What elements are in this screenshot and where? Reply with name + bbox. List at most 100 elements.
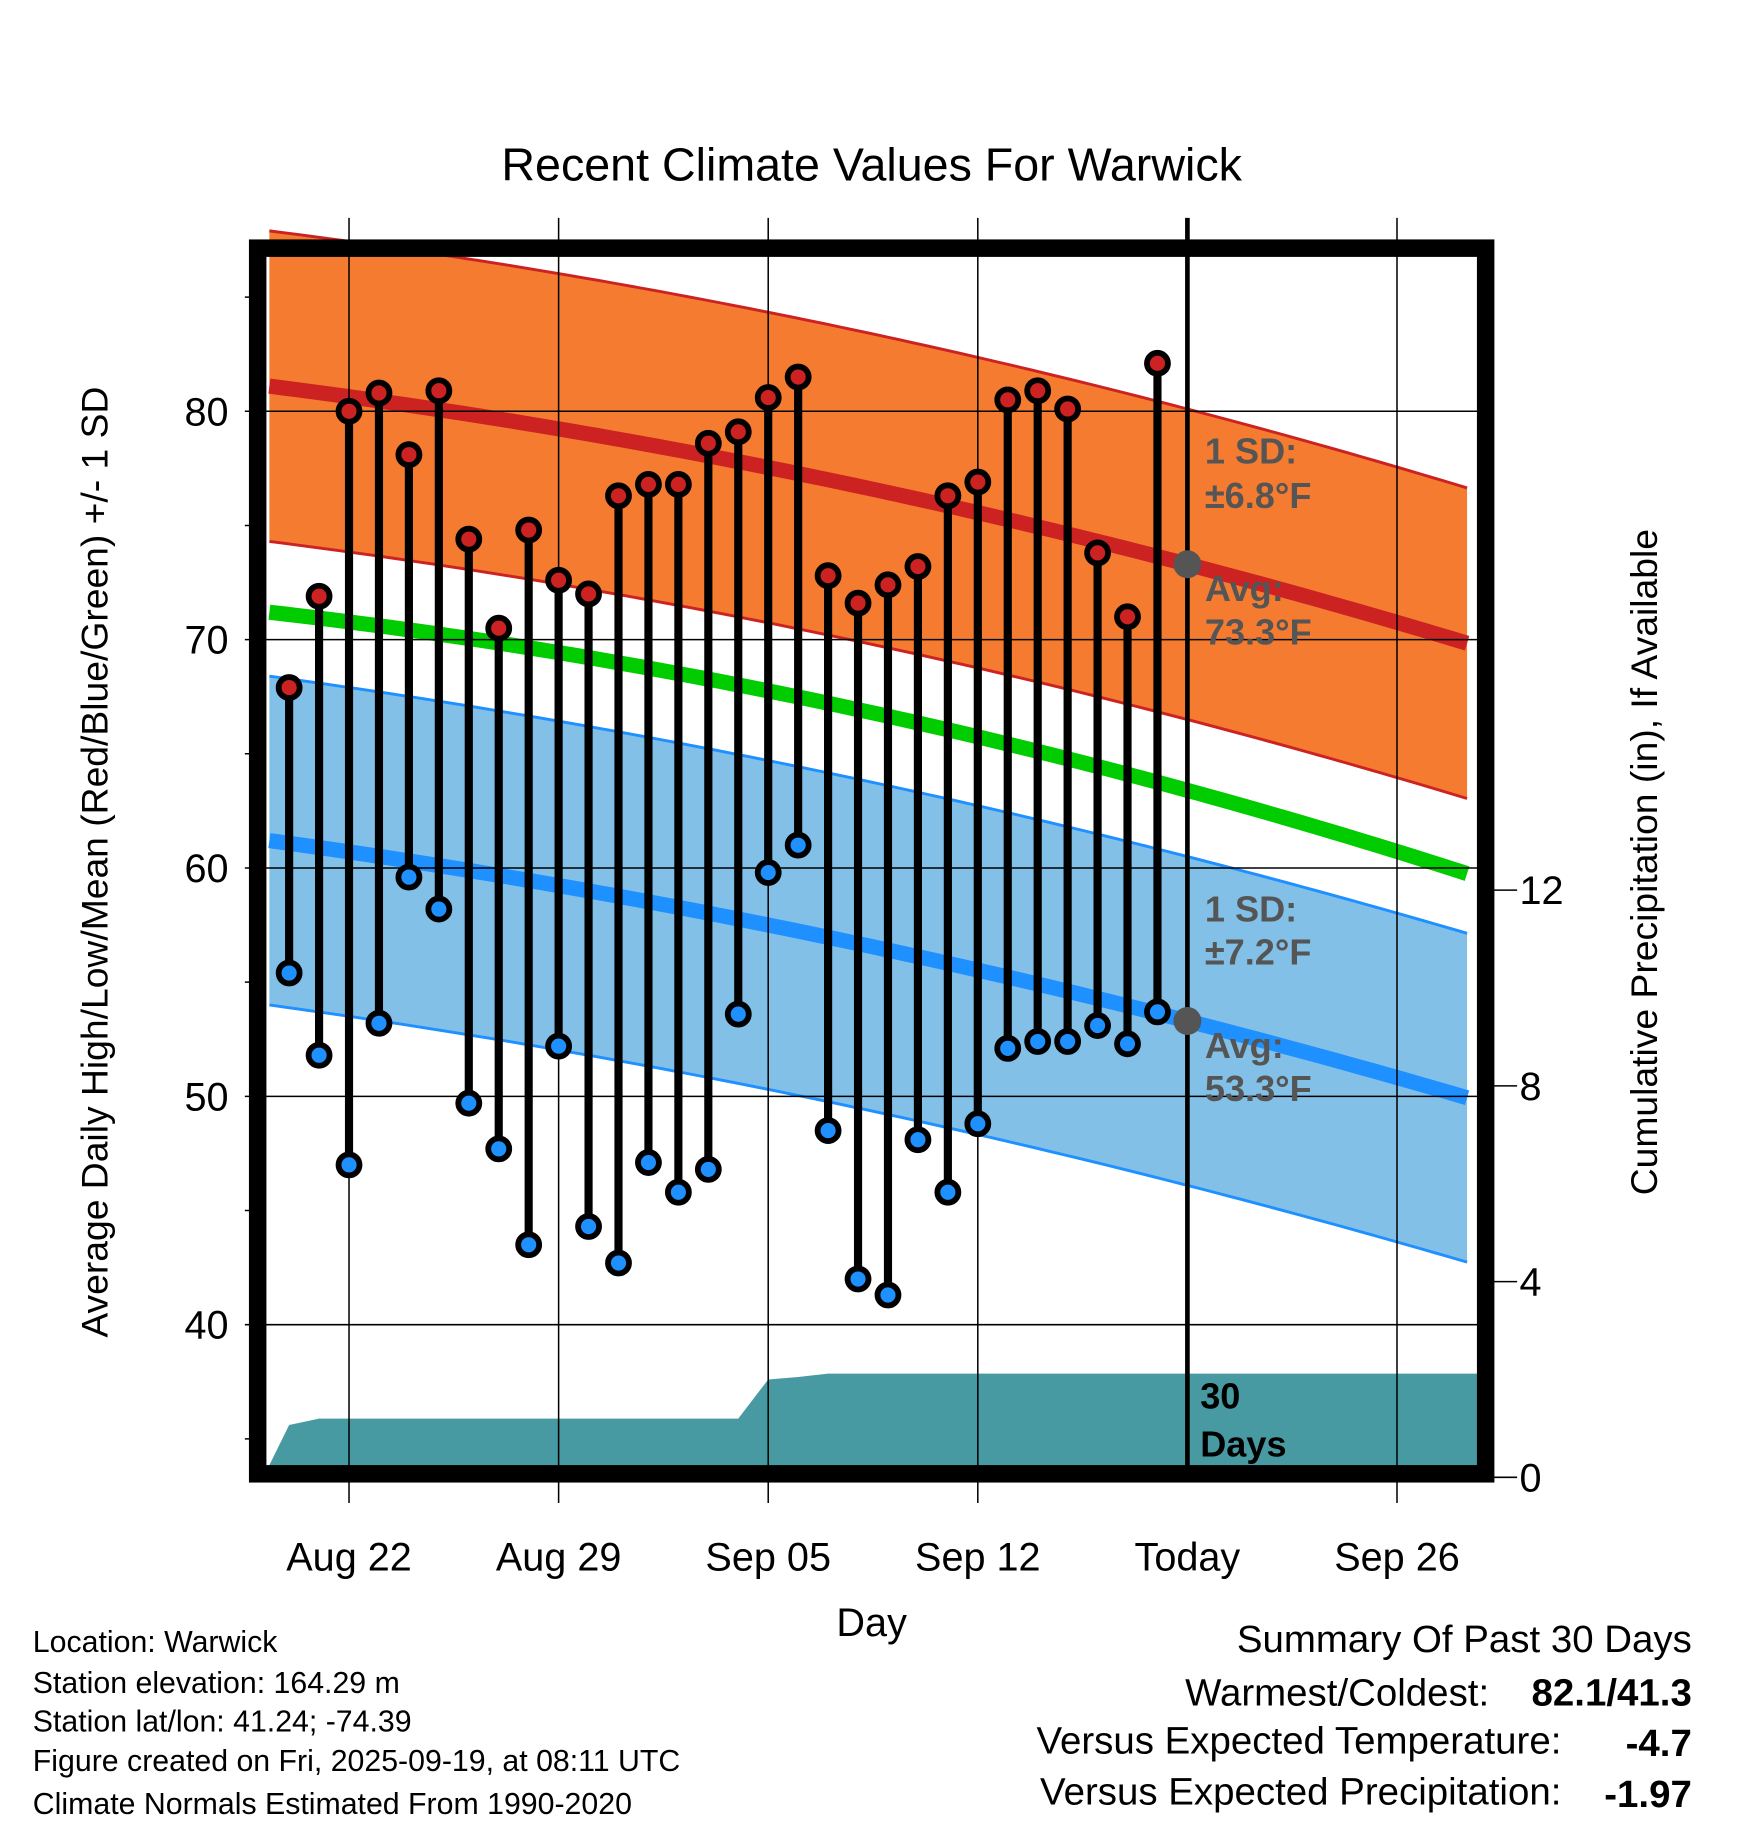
daily-low-point: [635, 1149, 662, 1176]
daily-low-point: [994, 1034, 1022, 1062]
avg-high-line: [268, 378, 1470, 651]
daily-low-point: [485, 1135, 513, 1163]
daily-high-point: [455, 525, 483, 553]
daily-low-point: [934, 1178, 962, 1206]
daily-low-point: [335, 1151, 363, 1179]
daily-low-point: [1114, 1030, 1141, 1058]
y2-tick-label: 12: [1519, 869, 1563, 913]
daily-low-point: [814, 1117, 842, 1144]
daily-low-point: [515, 1231, 543, 1259]
daily-low-point: [754, 859, 782, 886]
daily-high-point: [964, 468, 992, 496]
daily-low-point: [1084, 1012, 1111, 1039]
x-tick-label: Sep 12: [915, 1536, 1041, 1580]
high-sd-band: [269, 230, 1468, 799]
x-tick-label: Sep 05: [705, 1536, 831, 1580]
warmest-label: Warmest/Coldest:: [1185, 1672, 1489, 1715]
y2-tick-label: 8: [1519, 1065, 1541, 1109]
daily-high-point: [1084, 539, 1111, 567]
x-tick-label: Aug 29: [496, 1536, 622, 1580]
elevation-text: Station elevation: 164.29 m: [33, 1667, 400, 1700]
daily-high-point: [635, 470, 662, 498]
daily-high-point: [844, 589, 872, 617]
daily-low-point: [275, 959, 303, 987]
daily-high-point: [485, 614, 513, 642]
daily-low-point: [784, 831, 812, 859]
latlon-text: Station lat/lon: 41.24; -74.39: [33, 1705, 412, 1738]
today-avg-high-marker: [1173, 550, 1202, 579]
low-sd-band: [269, 676, 1468, 1263]
warmest-value: 82.1/41.3: [1532, 1672, 1692, 1715]
x-tick-label: Aug 22: [286, 1536, 412, 1580]
daily-high-point: [575, 580, 602, 608]
annotation-low-sd-line2: ±7.2°F: [1205, 932, 1312, 973]
daily-high-point: [1114, 603, 1141, 631]
annotation-days-line1: 30: [1200, 1376, 1240, 1417]
daily-high-point: [365, 379, 393, 407]
daily-low-point: [605, 1249, 632, 1277]
annotation-high-avg-line2: 73.3°F: [1205, 611, 1312, 652]
daily-low-point: [455, 1089, 483, 1117]
annotation-low-avg-line2: 53.3°F: [1205, 1068, 1312, 1109]
daily-high-point: [305, 582, 333, 610]
daily-low-point: [844, 1265, 872, 1293]
annotation-high-sd-line2: ±6.8°F: [1205, 475, 1312, 516]
daily-low-point: [694, 1156, 722, 1183]
daily-low-point: [1024, 1028, 1052, 1055]
summary-title: Summary Of Past 30 Days: [1237, 1618, 1692, 1661]
daily-low-point: [305, 1041, 333, 1069]
daily-high-point: [934, 482, 962, 510]
daily-low-point: [1144, 998, 1171, 1026]
daily-low-point: [425, 895, 453, 923]
daily-low-point: [365, 1009, 393, 1037]
temp-label: Versus Expected Temperature:: [1036, 1719, 1561, 1762]
daily-high-point: [1144, 349, 1171, 377]
daily-high-point: [545, 566, 573, 594]
daily-high-point: [904, 553, 932, 580]
daily-high-point: [664, 470, 692, 498]
daily-high-point: [275, 674, 303, 701]
daily-high-point: [874, 571, 902, 599]
daily-high-point: [395, 441, 423, 469]
precip-label: Versus Expected Precipitation:: [1040, 1771, 1561, 1814]
y2-tick-label: 4: [1519, 1261, 1541, 1305]
created-text: Figure created on Fri, 2025-09-19, at 08…: [33, 1745, 680, 1778]
annotation-days-line2: Days: [1200, 1423, 1286, 1464]
y-tick-label: 50: [184, 1075, 228, 1119]
precip-area: [269, 1373, 1483, 1471]
daily-low-point: [874, 1281, 902, 1309]
daily-high-point: [335, 397, 363, 425]
daily-low-point: [724, 1000, 752, 1028]
daily-high-point: [605, 482, 632, 510]
summary: Summary Of Past 30 Days Warmest/Coldest:…: [1036, 1618, 1691, 1816]
annotation-high-avg-line1: Avg:: [1205, 568, 1284, 609]
daily-low-point: [395, 863, 423, 891]
y-tick-label: 70: [184, 619, 228, 663]
plot-frame: [248, 239, 1495, 1483]
daily-high-point: [694, 429, 722, 457]
x-tick-label: Sep 26: [1334, 1536, 1460, 1580]
high-sd-upper-line: [269, 229, 1468, 490]
daily-high-point: [784, 363, 812, 391]
daily-high-point: [1054, 395, 1082, 423]
today-avg-low-marker: [1173, 1006, 1202, 1035]
x-axis-label: Day: [836, 1601, 907, 1645]
y-axis-label: Average Daily High/Low/Mean (Red/Blue/Gr…: [73, 387, 115, 1338]
daily-high-point: [814, 562, 842, 590]
y-tick-label: 60: [184, 847, 228, 891]
daily-high-point: [724, 418, 752, 446]
chart-title: Recent Climate Values For Warwick: [501, 139, 1242, 191]
annotation-high-sd-line1: 1 SD:: [1205, 431, 1297, 472]
daily-high-point: [754, 384, 782, 411]
daily-low-point: [964, 1110, 992, 1138]
station-info: Location: Warwick Station elevation: 164…: [33, 1626, 680, 1821]
location-text: Location: Warwick: [33, 1626, 278, 1659]
daily-low-point: [545, 1032, 573, 1060]
daily-low-point: [575, 1213, 602, 1240]
daily-high-point: [1024, 377, 1052, 405]
daily-low-point: [1054, 1028, 1082, 1055]
y2-tick-label: 0: [1519, 1456, 1541, 1500]
daily-low-point: [664, 1178, 692, 1206]
daily-high-point: [994, 386, 1022, 414]
